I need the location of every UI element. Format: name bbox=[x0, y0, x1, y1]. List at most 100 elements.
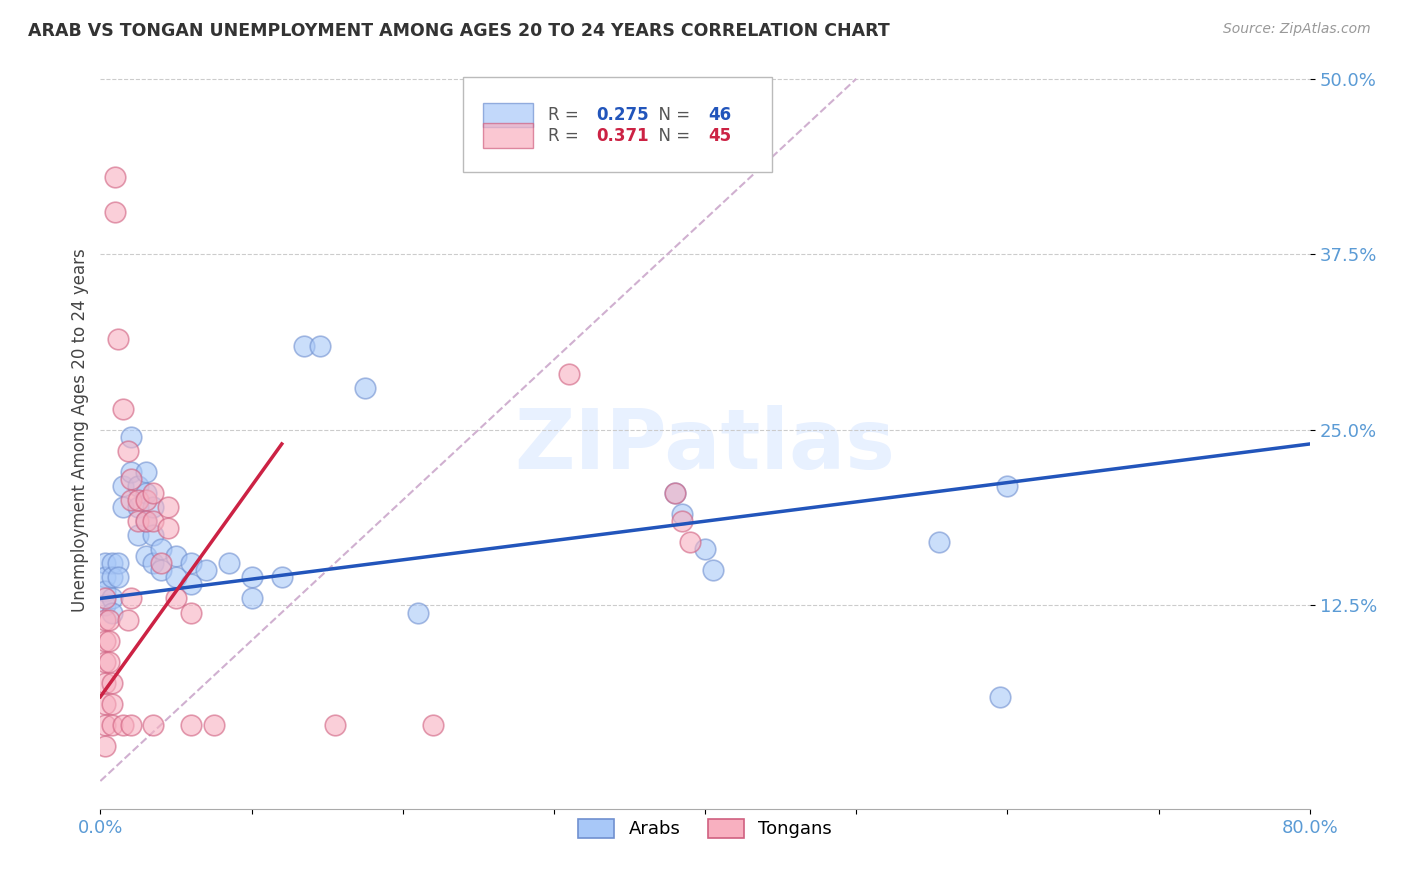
Point bbox=[294, 338, 316, 352]
Point bbox=[558, 367, 581, 381]
Point bbox=[107, 332, 129, 346]
Point bbox=[142, 500, 165, 515]
Point bbox=[157, 521, 180, 535]
Point bbox=[180, 718, 202, 732]
Point bbox=[94, 739, 117, 753]
Point bbox=[142, 718, 165, 732]
Point bbox=[104, 170, 127, 185]
Point bbox=[664, 486, 686, 500]
Point bbox=[679, 535, 702, 549]
Point bbox=[165, 570, 187, 584]
Point bbox=[218, 557, 240, 571]
Point bbox=[928, 535, 950, 549]
Point bbox=[101, 606, 124, 620]
Point bbox=[180, 577, 202, 591]
Point bbox=[988, 690, 1011, 704]
Point bbox=[422, 718, 444, 732]
Point bbox=[112, 401, 135, 416]
Point bbox=[135, 514, 157, 528]
Point bbox=[94, 697, 117, 711]
Y-axis label: Unemployment Among Ages 20 to 24 years: Unemployment Among Ages 20 to 24 years bbox=[72, 248, 89, 612]
Text: R =: R = bbox=[548, 106, 583, 124]
Point bbox=[180, 557, 202, 571]
Point bbox=[112, 479, 135, 493]
Text: N =: N = bbox=[648, 106, 696, 124]
Text: 46: 46 bbox=[709, 106, 733, 124]
Point bbox=[149, 557, 172, 571]
Point bbox=[671, 514, 693, 528]
Point bbox=[127, 528, 149, 542]
Point bbox=[101, 557, 124, 571]
Point bbox=[120, 493, 142, 508]
Point bbox=[98, 613, 121, 627]
Point bbox=[157, 500, 180, 515]
Point bbox=[693, 542, 716, 557]
Point bbox=[120, 472, 142, 486]
Point bbox=[94, 591, 117, 606]
Point bbox=[135, 493, 157, 508]
Point bbox=[101, 697, 124, 711]
Point bbox=[165, 591, 187, 606]
Point bbox=[149, 563, 172, 577]
Point bbox=[120, 465, 142, 479]
Point bbox=[142, 528, 165, 542]
Text: Source: ZipAtlas.com: Source: ZipAtlas.com bbox=[1223, 22, 1371, 37]
FancyBboxPatch shape bbox=[482, 123, 533, 148]
Text: ARAB VS TONGAN UNEMPLOYMENT AMONG AGES 20 TO 24 YEARS CORRELATION CHART: ARAB VS TONGAN UNEMPLOYMENT AMONG AGES 2… bbox=[28, 22, 890, 40]
Point bbox=[101, 591, 124, 606]
Point bbox=[94, 599, 117, 613]
FancyBboxPatch shape bbox=[463, 78, 772, 172]
Point bbox=[94, 570, 117, 584]
Point bbox=[180, 606, 202, 620]
Point bbox=[135, 465, 157, 479]
Point bbox=[142, 486, 165, 500]
Point bbox=[195, 563, 218, 577]
Point bbox=[323, 718, 346, 732]
Point bbox=[240, 570, 263, 584]
Legend: Arabs, Tongans: Arabs, Tongans bbox=[571, 812, 839, 846]
Point bbox=[94, 584, 117, 599]
Point bbox=[202, 718, 225, 732]
Text: R =: R = bbox=[548, 127, 583, 145]
Point bbox=[112, 500, 135, 515]
Point bbox=[127, 514, 149, 528]
Point bbox=[142, 514, 165, 528]
Point bbox=[101, 570, 124, 584]
Point bbox=[127, 493, 149, 508]
Point bbox=[240, 591, 263, 606]
Point bbox=[135, 514, 157, 528]
Point bbox=[94, 557, 117, 571]
Point bbox=[120, 430, 142, 444]
Point bbox=[107, 557, 129, 571]
Text: ZIPatlas: ZIPatlas bbox=[515, 405, 896, 485]
Point bbox=[997, 479, 1019, 493]
Point bbox=[406, 606, 429, 620]
Point bbox=[101, 675, 124, 690]
Point bbox=[117, 613, 139, 627]
Point bbox=[127, 500, 149, 515]
Text: 0.275: 0.275 bbox=[596, 106, 648, 124]
FancyBboxPatch shape bbox=[482, 103, 533, 128]
Point bbox=[135, 486, 157, 500]
Text: N =: N = bbox=[648, 127, 696, 145]
Point bbox=[127, 479, 149, 493]
Point bbox=[354, 381, 377, 395]
Point bbox=[120, 718, 142, 732]
Point bbox=[142, 557, 165, 571]
Text: 45: 45 bbox=[709, 127, 733, 145]
Point bbox=[702, 563, 724, 577]
Point bbox=[94, 675, 117, 690]
Point bbox=[120, 591, 142, 606]
Point bbox=[117, 444, 139, 458]
Point bbox=[270, 570, 292, 584]
Point bbox=[149, 542, 172, 557]
Point bbox=[98, 633, 121, 648]
Point bbox=[98, 655, 121, 669]
Point bbox=[94, 718, 117, 732]
Point bbox=[101, 718, 124, 732]
Point bbox=[104, 205, 127, 219]
Text: 0.371: 0.371 bbox=[596, 127, 648, 145]
Point bbox=[671, 507, 693, 521]
Point bbox=[308, 338, 330, 352]
Point bbox=[135, 549, 157, 564]
